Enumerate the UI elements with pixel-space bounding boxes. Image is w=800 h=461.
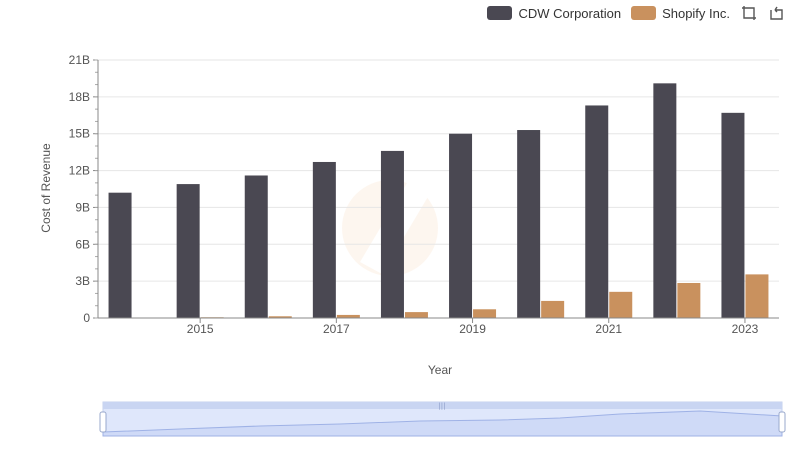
bar-cdw-2022[interactable] — [653, 83, 677, 318]
bar-shopify-2020[interactable] — [541, 300, 565, 318]
bar-shopify-2021[interactable] — [609, 291, 633, 318]
bar-cdw-2023[interactable] — [721, 112, 745, 318]
legend: CDW Corporation Shopify Inc. — [487, 4, 786, 22]
zoom-reset-icon[interactable] — [768, 4, 786, 22]
zoom-slider[interactable]: ||| — [99, 401, 786, 437]
legend-item-cdw[interactable]: CDW Corporation — [487, 6, 621, 21]
x-tick-label: 2023 — [732, 322, 759, 336]
x-axis-label: Year — [428, 363, 452, 377]
bar-shopify-2023[interactable] — [745, 274, 769, 318]
bar-shopify-2018[interactable] — [404, 312, 428, 318]
slider-handle-right[interactable] — [778, 411, 786, 433]
bar-cdw-2016[interactable] — [244, 175, 268, 318]
y-tick-label: 18B — [69, 90, 90, 104]
y-tick-label: 0 — [83, 311, 90, 325]
bar-shopify-2017[interactable] — [336, 314, 360, 318]
legend-label-shopify: Shopify Inc. — [662, 5, 730, 21]
legend-swatch-cdw — [487, 6, 513, 20]
y-tick-label: 21B — [69, 53, 90, 67]
slider-grip-icon[interactable]: ||| — [438, 402, 445, 410]
bars — [108, 83, 769, 319]
bar-shopify-2016[interactable] — [268, 316, 292, 318]
bar-cdw-2019[interactable] — [449, 133, 473, 318]
bar-shopify-2019[interactable] — [473, 309, 497, 318]
legend-label-cdw: CDW Corporation — [518, 5, 622, 21]
x-tick-label: 2021 — [595, 322, 622, 336]
bar-cdw-2015[interactable] — [176, 184, 200, 318]
y-axis-label: Cost of Revenue — [39, 143, 53, 233]
x-tick-label: 2019 — [459, 322, 486, 336]
x-tick-label: 2015 — [187, 322, 214, 336]
axes: 0 3B 6B 9B 12B 15B 18B 21B 2015 2017 2019 2021 2023 — [69, 53, 779, 336]
y-tick-label: 15B — [69, 127, 90, 141]
y-tick-label: 3B — [75, 274, 90, 288]
grid-lines — [98, 59, 779, 282]
bar-cdw-2021[interactable] — [585, 105, 609, 318]
slider-preview-area — [102, 410, 783, 437]
bar-cdw-2017[interactable] — [312, 161, 336, 318]
slider-handle-left[interactable] — [99, 411, 107, 433]
bar-cdw-2014[interactable] — [108, 192, 132, 318]
bar-shopify-2022[interactable] — [677, 282, 701, 318]
y-tick-label: 12B — [69, 164, 90, 178]
bar-cdw-2020[interactable] — [517, 130, 541, 318]
y-tick-label: 9B — [75, 200, 90, 214]
bar-cdw-2018[interactable] — [380, 150, 404, 318]
y-tick-label: 6B — [75, 237, 90, 251]
axis-labels: Cost of Revenue Year — [39, 143, 452, 377]
legend-swatch-shopify — [631, 6, 657, 20]
slider-top-bar[interactable] — [103, 402, 782, 409]
zoom-select-icon[interactable] — [740, 4, 758, 22]
legend-item-shopify[interactable]: Shopify Inc. — [631, 6, 730, 21]
x-tick-label: 2017 — [323, 322, 350, 336]
